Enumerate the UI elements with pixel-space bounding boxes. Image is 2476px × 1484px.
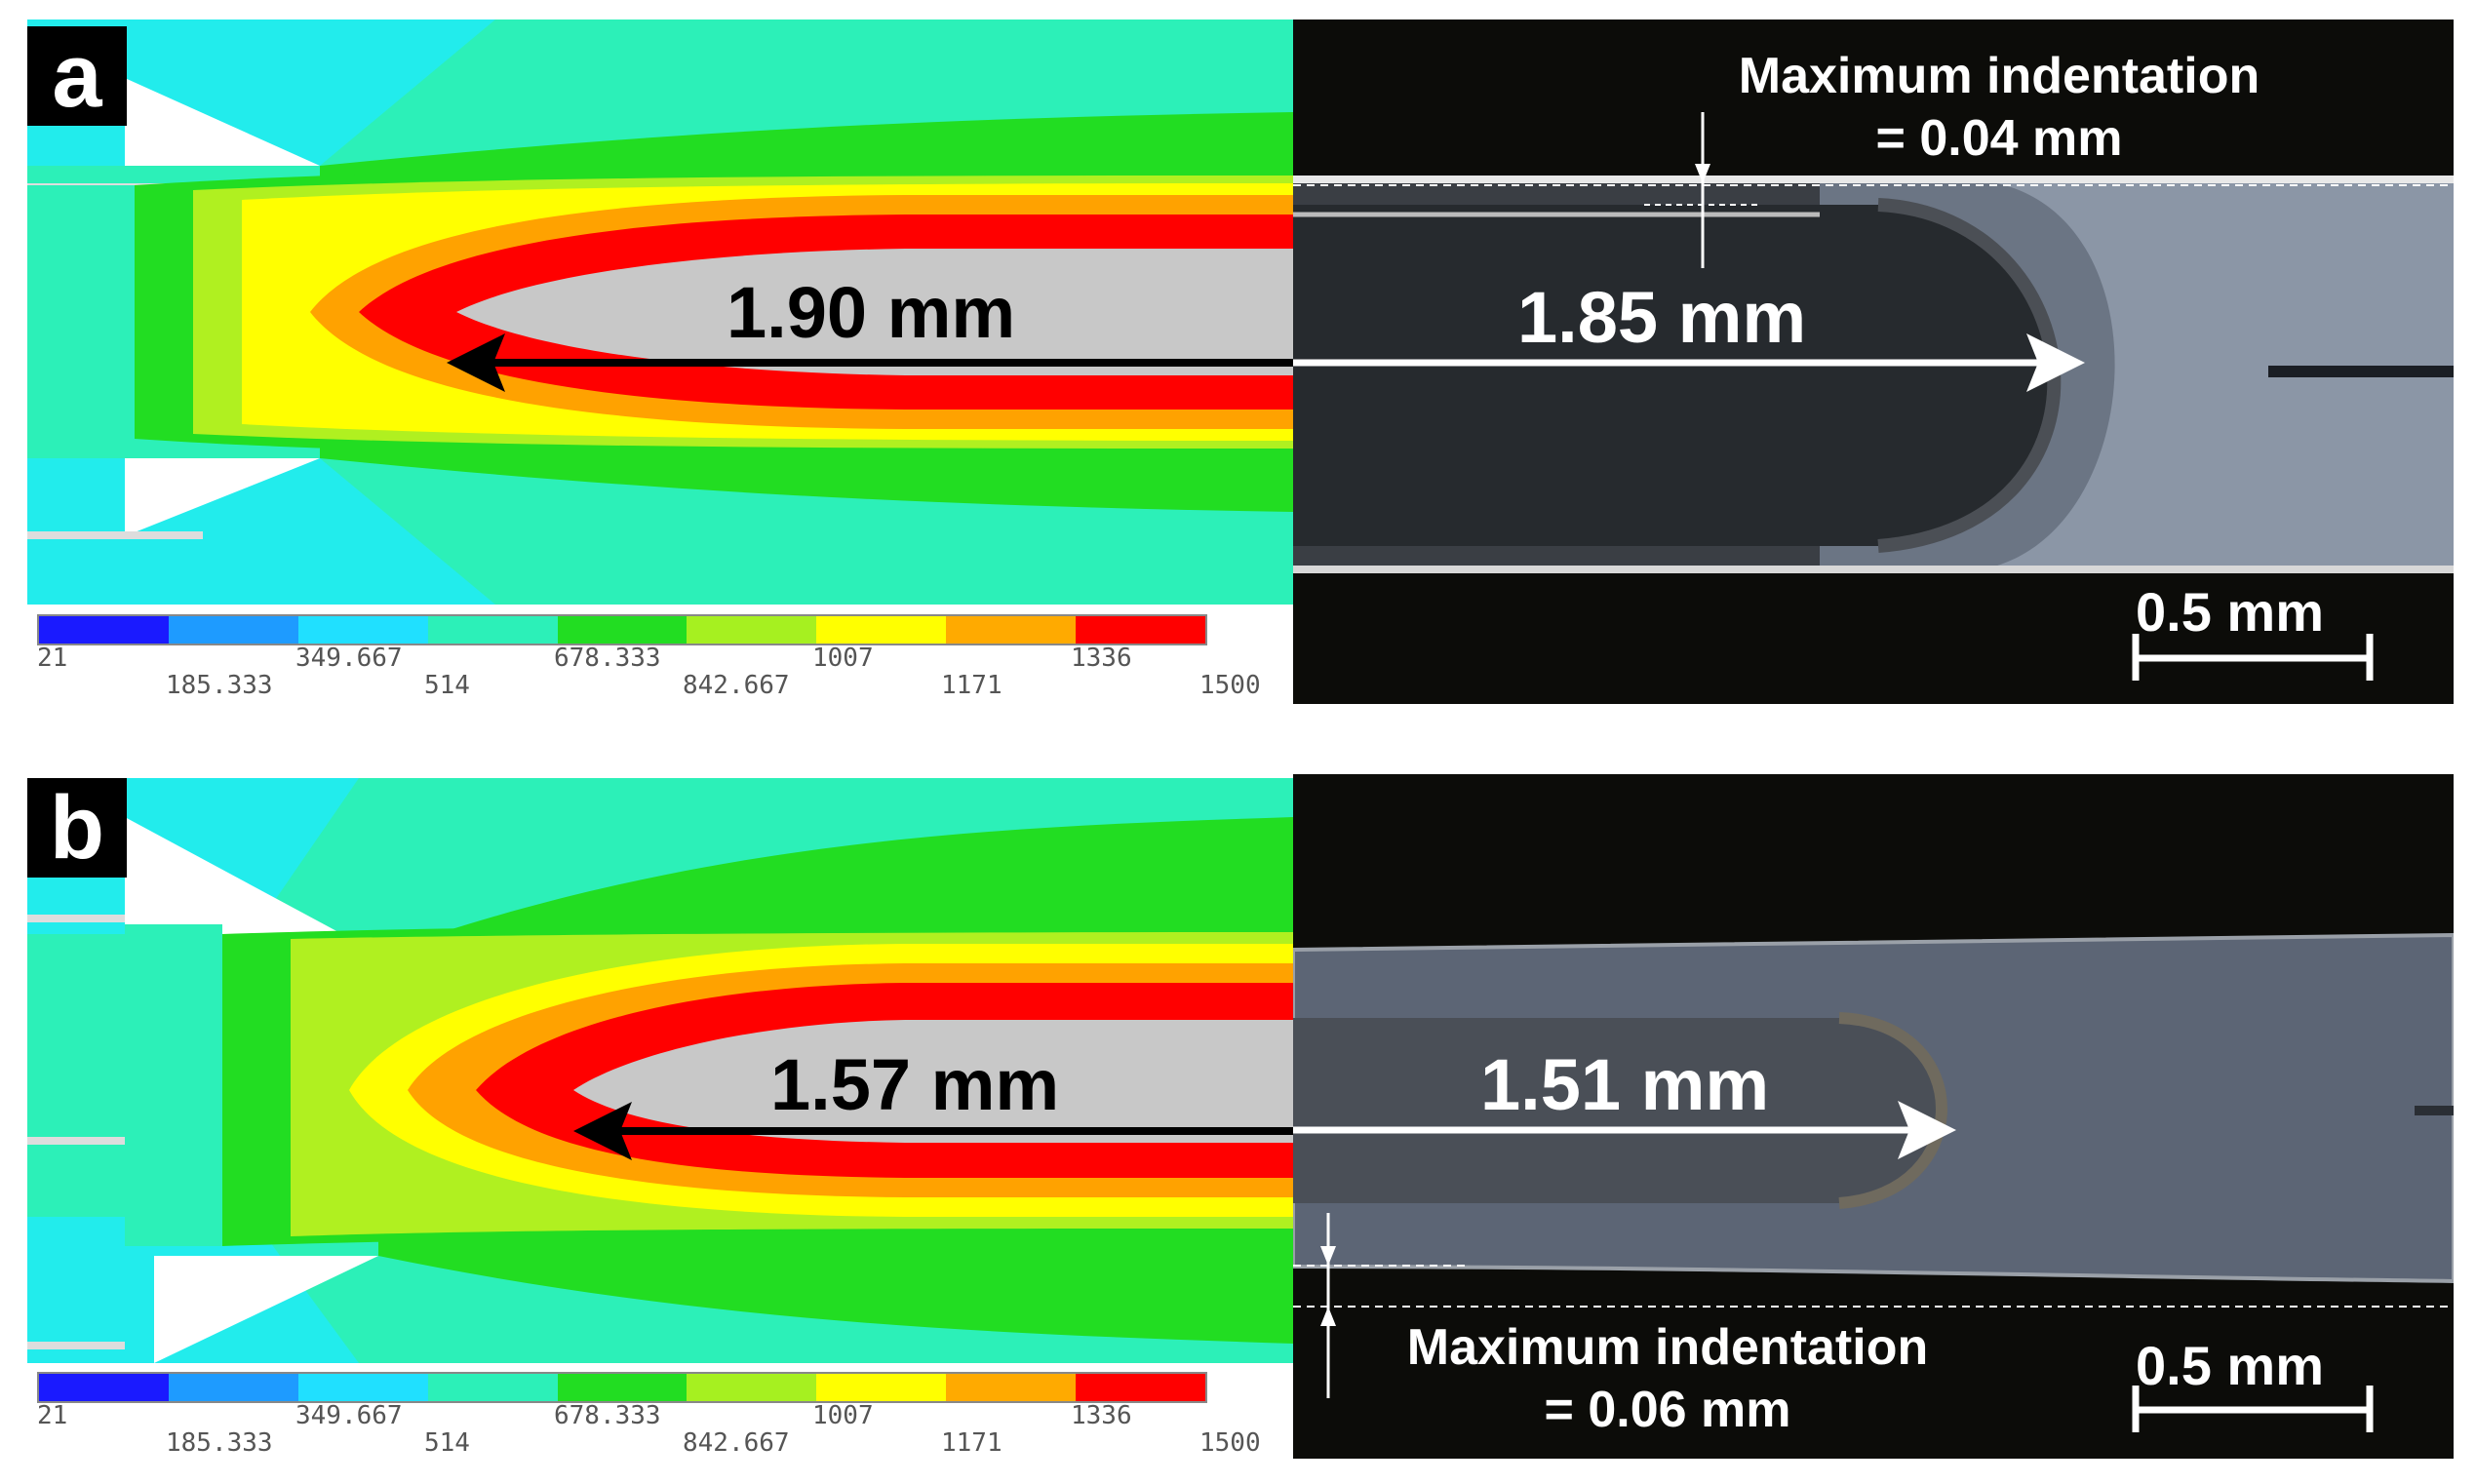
tick-label: 1171	[941, 1428, 1002, 1458]
scale-bar-label-b: 0.5 mm	[2136, 1335, 2324, 1396]
tick-label: 1500	[1199, 671, 1261, 700]
tick-label: 842.667	[683, 671, 790, 700]
tick-label: 1007	[812, 644, 874, 673]
indentation-title: Maximum indentation	[1738, 48, 2260, 104]
micrograph-b	[1293, 774, 2454, 1459]
micro-measurement-a: 1.85 mm	[1517, 277, 1807, 358]
tick-label: 349.667	[295, 1401, 403, 1430]
panel-label-b: b	[27, 778, 127, 878]
tick-label: 349.667	[295, 644, 403, 673]
tick-label: 1007	[812, 1401, 874, 1430]
indentation-title: Maximum indentation	[1406, 1319, 1929, 1376]
simulation-contour-a	[27, 20, 1293, 720]
tick-label: 21	[37, 1401, 68, 1430]
panel-a: a 1.90 mm 21 349.667 678.333 1007 1336 1…	[0, 0, 2476, 722]
indentation-value: = 0.06 mm	[1544, 1382, 1791, 1438]
colorbar-b	[37, 1372, 1207, 1403]
tick-label: 678.333	[554, 1401, 661, 1430]
tick-label: 514	[424, 671, 470, 700]
tick-label: 1500	[1199, 1428, 1261, 1458]
tick-label: 185.333	[166, 671, 273, 700]
tick-label: 185.333	[166, 1428, 273, 1458]
legend-b: 21 349.667 678.333 1007 1336 185.333 514…	[37, 1372, 1303, 1479]
tick-label: 1171	[941, 671, 1002, 700]
tick-label: 842.667	[683, 1428, 790, 1458]
micrograph-a	[1293, 20, 2454, 704]
sim-measurement-b: 1.57 mm	[770, 1044, 1060, 1125]
legend-a: 21 349.667 678.333 1007 1336 185.333 514…	[37, 614, 1303, 722]
colorbar-a	[37, 614, 1207, 645]
panel-b: b 1.57 mm 21 349.667 678.333 1007 1336 1…	[0, 761, 2476, 1484]
tick-label: 1336	[1071, 644, 1132, 673]
indentation-annotation-b: Maximum indentation = 0.06 mm	[1365, 1316, 1970, 1441]
sim-measurement-a: 1.90 mm	[727, 272, 1016, 353]
panel-label-a: a	[27, 26, 127, 126]
tick-label: 21	[37, 644, 68, 673]
tick-label: 678.333	[554, 644, 661, 673]
indentation-value: = 0.04 mm	[1875, 110, 2123, 167]
simulation-contour-b	[27, 778, 1293, 1478]
tick-label: 514	[424, 1428, 470, 1458]
micro-measurement-b: 1.51 mm	[1480, 1044, 1770, 1125]
tick-label: 1336	[1071, 1401, 1132, 1430]
scale-bar-label-a: 0.5 mm	[2136, 581, 2324, 643]
indentation-annotation-a: Maximum indentation = 0.04 mm	[1697, 45, 2301, 170]
